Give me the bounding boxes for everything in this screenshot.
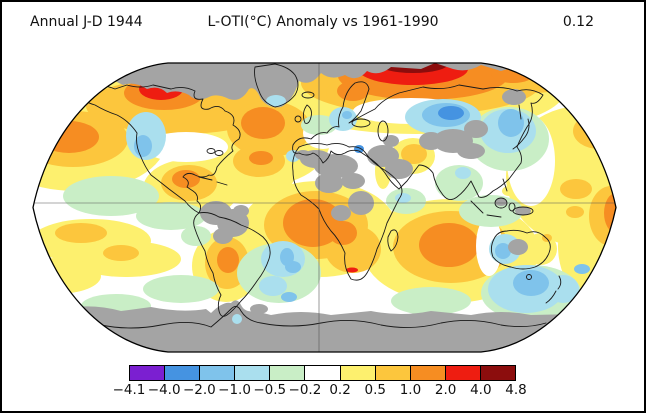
colorbar-segments xyxy=(129,365,516,381)
colorbar-tick-label: 0.5 xyxy=(364,382,387,398)
colorbar-tick-label: 1.0 xyxy=(399,382,422,398)
period-label: Annual J-D 1944 xyxy=(30,14,143,30)
gridlines xyxy=(33,63,616,352)
colorbar-tick-label: 4.0 xyxy=(470,382,492,398)
coastlines xyxy=(40,63,562,329)
colorbar-tick-label: −4.1 xyxy=(112,382,146,398)
map-outline xyxy=(32,62,617,353)
figure-header: Annual J-D 1944 L-OTI(°C) Anomaly vs 196… xyxy=(2,14,644,34)
colorbar-tick-label: 2.0 xyxy=(434,382,457,398)
colorbar-tick-label: −2.0 xyxy=(182,382,216,398)
colorbar-segment xyxy=(165,366,201,380)
colorbar-segment xyxy=(305,366,341,380)
colorbar-segment xyxy=(410,366,446,380)
colorbar-tick-label: −4.0 xyxy=(147,382,181,398)
colorbar-tick-label: −1.0 xyxy=(218,382,251,398)
colorbar-segment xyxy=(130,366,166,380)
colorbar-segment xyxy=(200,366,236,380)
colorbar-tick-label: 4.8 xyxy=(505,382,527,398)
colorbar-segment xyxy=(480,366,516,380)
anomaly-map-svg xyxy=(32,62,617,353)
colorbar-segment xyxy=(340,366,376,380)
colorbar-tick-label: −0.2 xyxy=(288,382,322,398)
colorbar-tick-label: 0.2 xyxy=(329,382,351,398)
colorbar-segment xyxy=(375,366,411,380)
global-mean-value: 0.12 xyxy=(562,14,594,30)
colorbar-segment xyxy=(235,366,271,380)
world-anomaly-map xyxy=(31,61,618,354)
colorbar-segment xyxy=(270,366,306,380)
colorbar-tick-label: −0.5 xyxy=(253,382,287,398)
cool-specks-over-gray xyxy=(232,95,286,324)
no-data-regions xyxy=(33,63,616,352)
colorbar-ticks: −4.1 −4.0 −2.0 −1.0 −0.5 −0.2 0.2 0.5 1.0 2.0 4.0 4… xyxy=(113,382,527,398)
figure-title: L-OTI(°C) Anomaly vs 1961-1990 xyxy=(207,14,439,30)
colorbar-segment xyxy=(445,366,481,380)
